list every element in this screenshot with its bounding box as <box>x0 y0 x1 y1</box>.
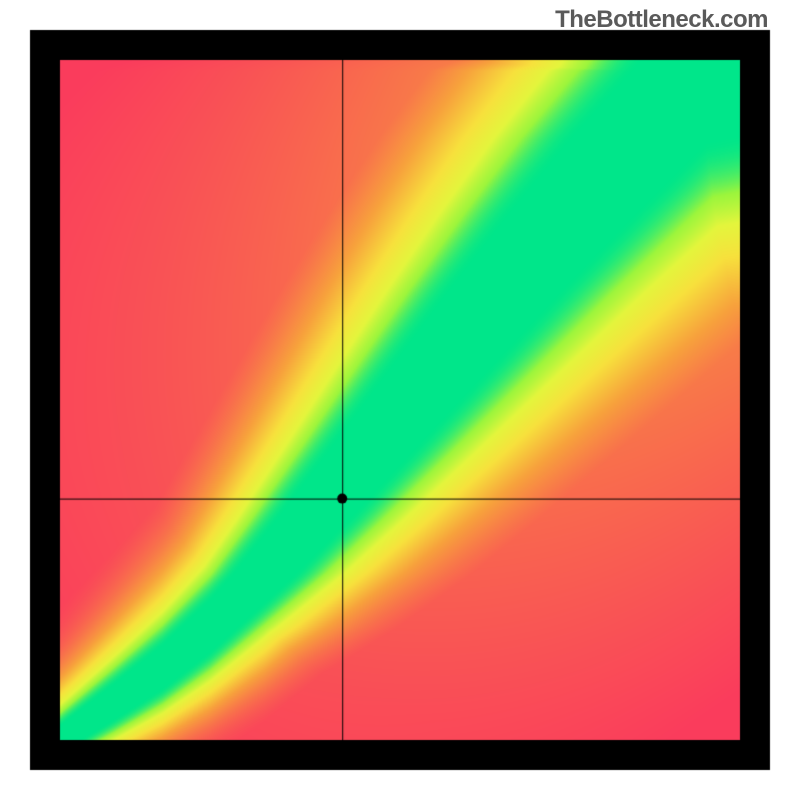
bottleneck-heatmap-canvas <box>0 0 800 800</box>
